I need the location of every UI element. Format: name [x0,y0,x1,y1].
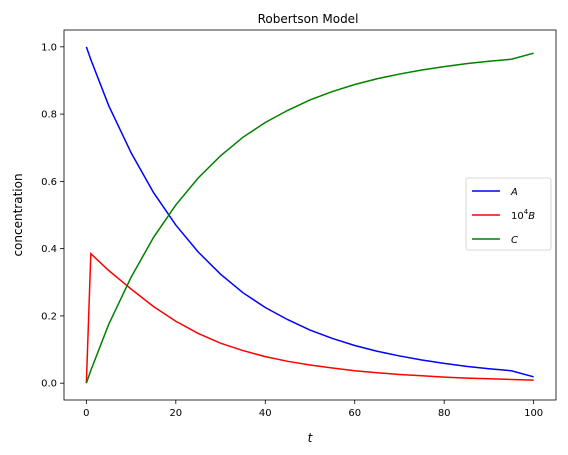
x-tick-label: 0 [83,408,89,419]
legend-label-0: A [510,187,518,198]
legend-label-1: 104B [511,208,535,222]
x-tick-label: 100 [524,408,543,419]
x-tick-label: 60 [348,408,361,419]
y-tick-label: 0.0 [41,379,57,390]
plot-area [63,29,557,401]
y-tick-label: 0.8 [41,110,57,121]
x-tick-label: 20 [169,408,182,419]
axes-frame [63,29,557,401]
legend-label-2: C [511,235,518,246]
legend: A 104B C [465,177,552,251]
x-axis-ticks: 0 20 40 60 80 100 [83,400,543,419]
y-tick-label: 0.6 [41,177,57,188]
y-axis-label: concentration [11,173,25,256]
series-line-0 [85,46,534,378]
y-axis-ticks: 0.0 0.2 0.4 0.6 0.8 1.0 [41,42,64,390]
series-line-2 [85,52,534,384]
y-tick-label: 0.2 [41,311,57,322]
x-tick-label: 80 [438,408,451,419]
chart-title: Robertson Model [258,12,359,26]
x-tick-label: 40 [259,408,272,419]
y-tick-label: 1.0 [41,42,57,53]
legend-box [465,177,552,251]
y-tick-label: 0.4 [41,244,57,255]
series-line-1 [85,251,534,384]
x-axis-label: t [308,431,314,445]
